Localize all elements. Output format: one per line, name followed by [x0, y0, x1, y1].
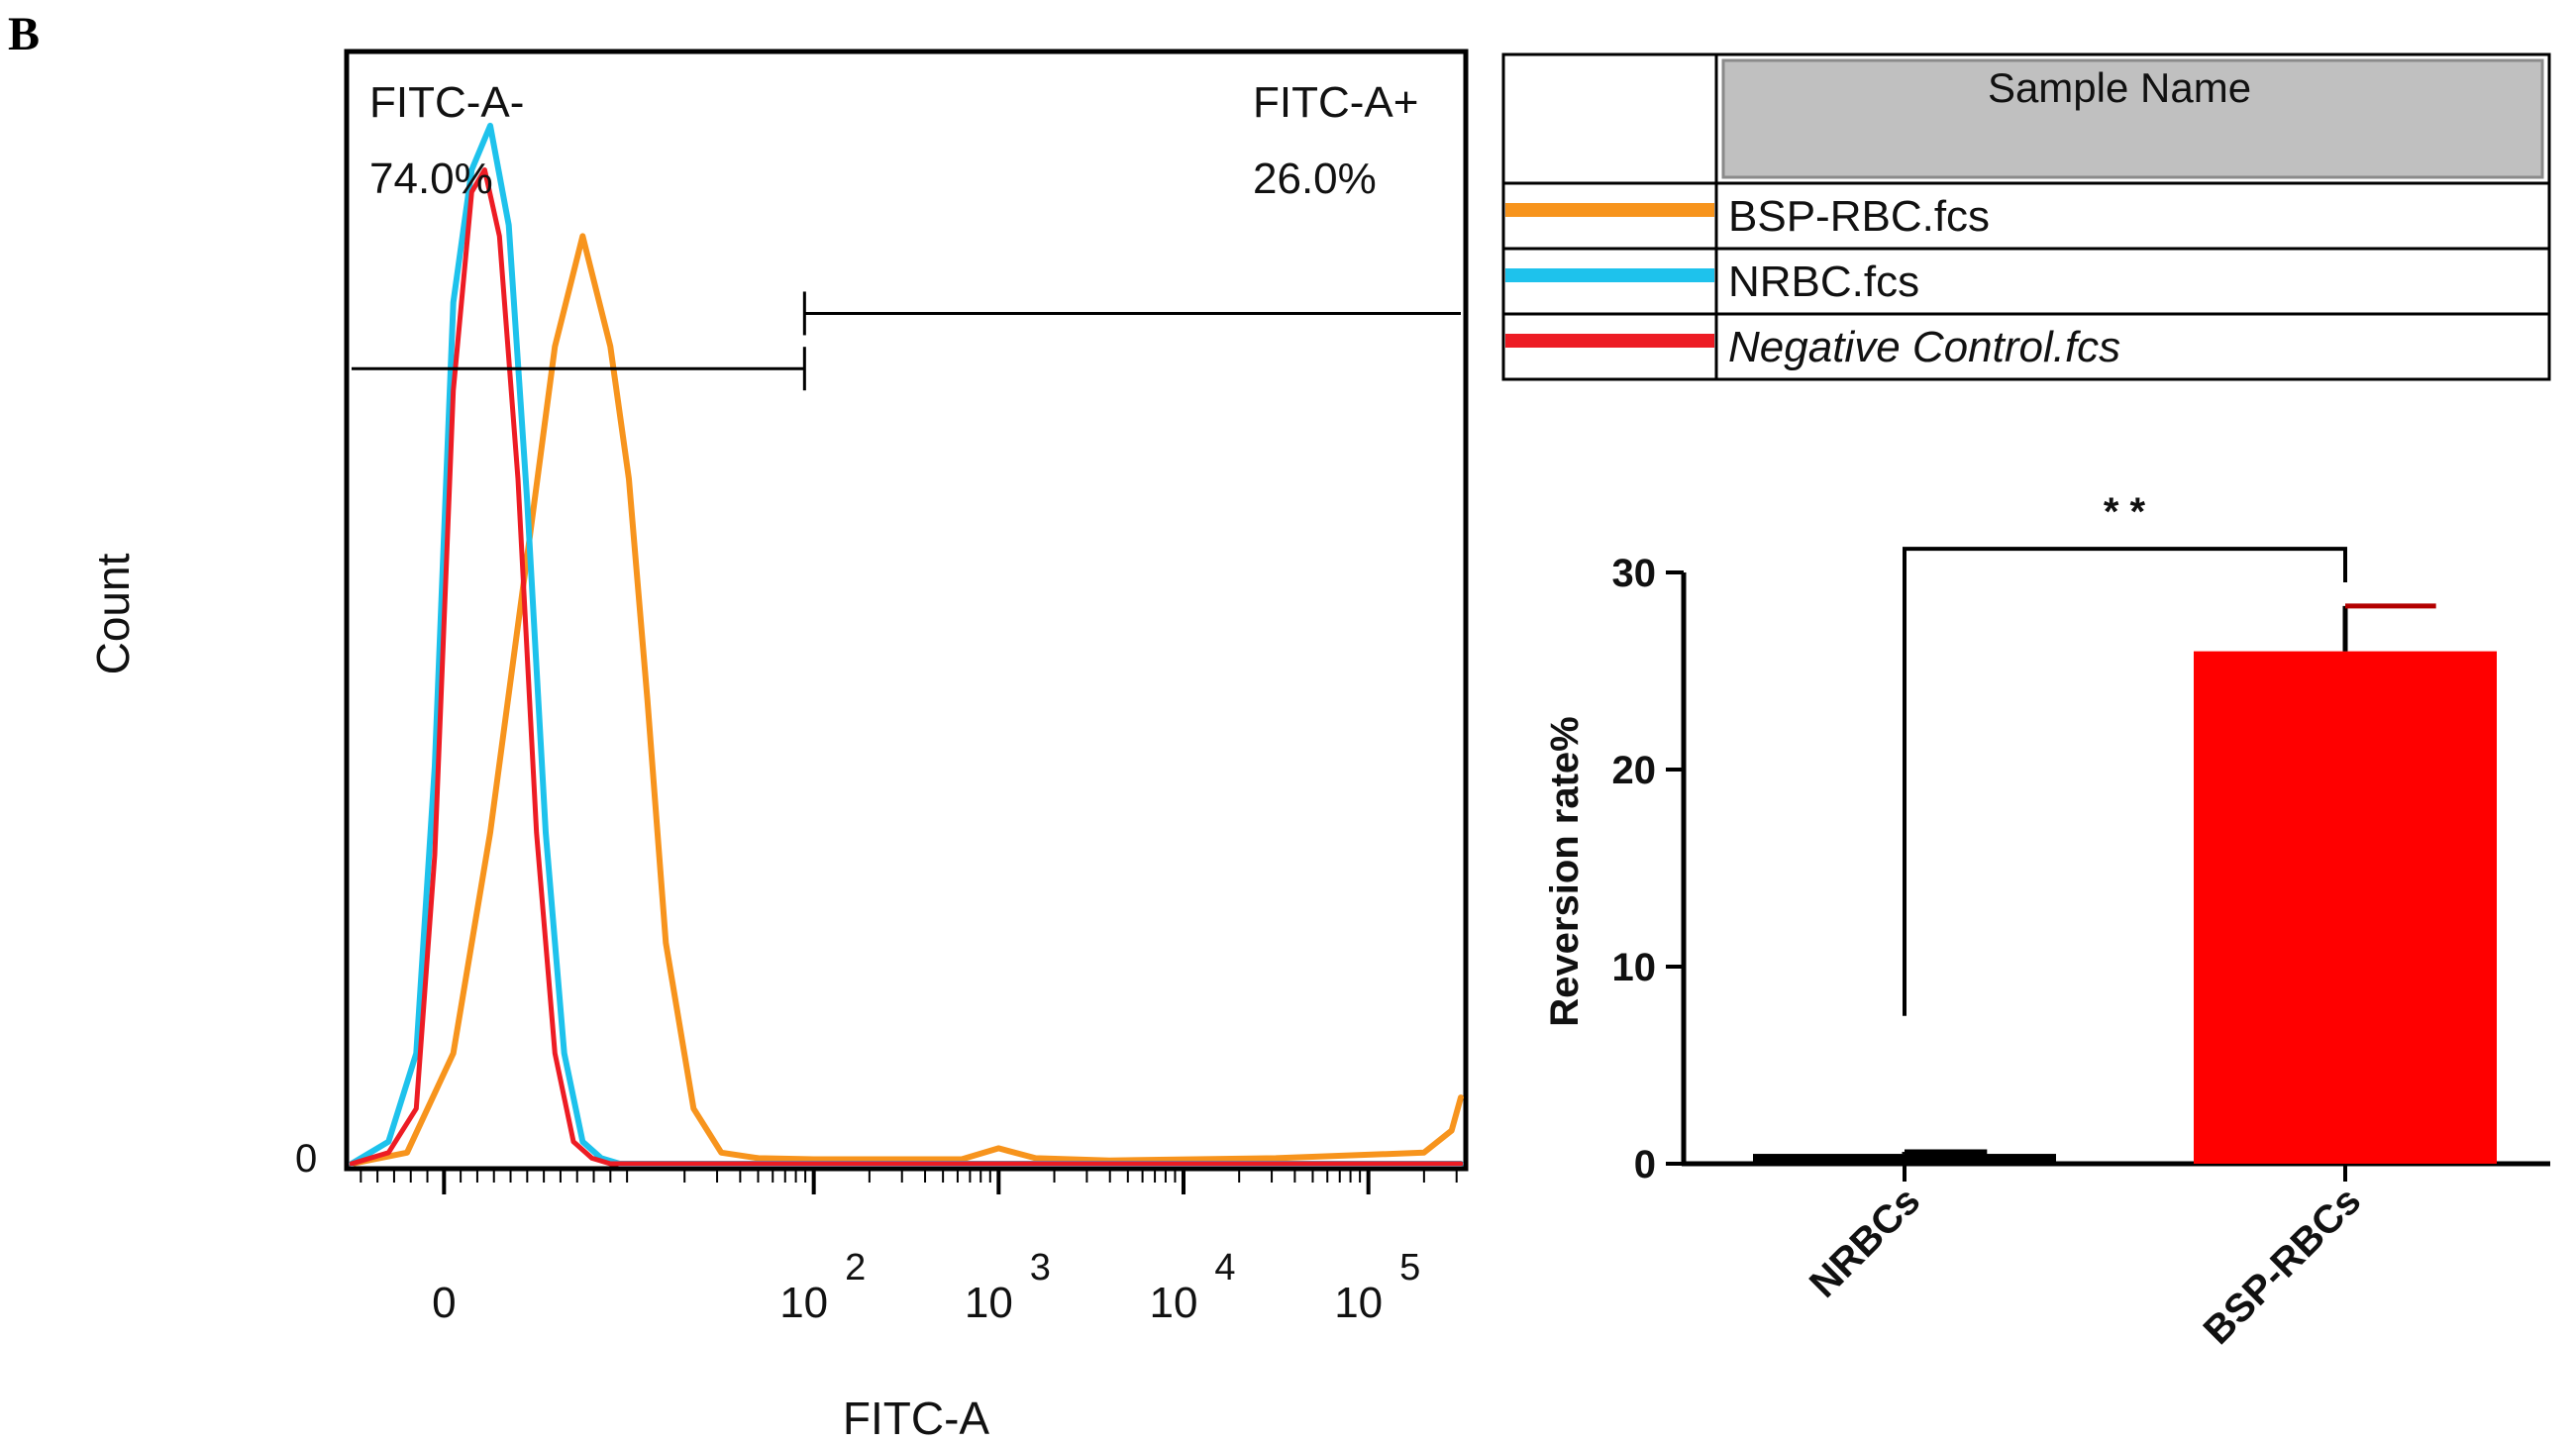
histogram-y-tick-label: 0 [295, 1137, 317, 1181]
bar-series [1753, 603, 2497, 1182]
histogram-series-line [349, 122, 1464, 1167]
histogram-curves [349, 122, 1464, 1167]
histogram-x-tick-exponent: 2 [845, 1247, 866, 1289]
bar-y-ticks: 0 10 20 30 [1612, 552, 1684, 1186]
histogram-y-axis-label: Count [87, 553, 139, 674]
significance-bracket-line [1903, 547, 2347, 1016]
histogram-chart: 0 10 2 10 3 10 4 10 5 FITC-A- 74.0% FITC-A+ 26.0… [87, 49, 1469, 1444]
bar-y-axis-label: Reversion rate% [1543, 716, 1587, 1026]
histogram-x-tick-exponent: 3 [1030, 1247, 1051, 1289]
histogram-x-tick-exponent: 5 [1399, 1247, 1420, 1289]
histogram-x-tick-labels: 0 10 2 10 3 10 4 10 5 [432, 1247, 1420, 1327]
legend-header-cell [1721, 58, 2544, 179]
gate-markers [352, 291, 1461, 391]
legend-entry-label: BSP-RBC.fcs [1728, 192, 1990, 241]
legend-entry-label: Negative Control.fcs [1728, 323, 2120, 371]
histogram-x-axis-label: FITC-A [843, 1392, 990, 1444]
histogram-series-line [349, 233, 1464, 1167]
significance-label: * * [2104, 490, 2146, 534]
histogram-frame [344, 49, 1469, 1172]
bar-y-tick-label: 30 [1612, 552, 1657, 595]
panel-label: B [8, 8, 40, 60]
gate-neg-name: FITC-A- [369, 78, 524, 127]
legend-table: Sample Name BSP-RBC.fcs NRBC.fcs Negative … [1501, 52, 2551, 381]
histogram-x-ticks [352, 1167, 1461, 1194]
histogram-series-line [349, 167, 1464, 1167]
gate-pos-name: FITC-A+ [1253, 78, 1418, 127]
legend-entry-label: NRBC.fcs [1728, 258, 1919, 306]
bar-category-labels: NRBCs BSP-RBCs [1802, 1179, 2370, 1353]
histogram-x-tick-label: 10 [1334, 1279, 1383, 1327]
histogram-x-tick-label: 10 [1150, 1279, 1198, 1327]
bar[interactable] [2194, 651, 2497, 1164]
histogram-x-tick-label: 10 [779, 1279, 828, 1327]
bar-chart: 0 10 20 30 NRBCs BSP-RBCs * * Reversion rate… [1543, 490, 2550, 1353]
gate-pos-percent: 26.0% [1253, 155, 1377, 203]
histogram-x-tick-exponent: 4 [1214, 1247, 1235, 1289]
bar-y-tick-label: 20 [1612, 749, 1657, 792]
bar-y-tick-label: 10 [1612, 946, 1657, 989]
bar-y-tick-label: 0 [1634, 1143, 1656, 1186]
gate-neg-percent: 74.0% [369, 155, 493, 203]
histogram-x-tick-label: 0 [432, 1279, 456, 1327]
legend-header-text: Sample Name [1988, 64, 2251, 111]
bar[interactable] [1753, 1154, 2056, 1164]
legend-entries: BSP-RBC.fcs NRBC.fcs Negative Control.fcs [1505, 192, 2120, 371]
significance-bracket [1903, 547, 2347, 1016]
histogram-x-tick-label: 10 [965, 1279, 1013, 1327]
bar-category-label: BSP-RBCs [2196, 1179, 2370, 1353]
bar-category-label: NRBCs [1802, 1179, 1929, 1306]
